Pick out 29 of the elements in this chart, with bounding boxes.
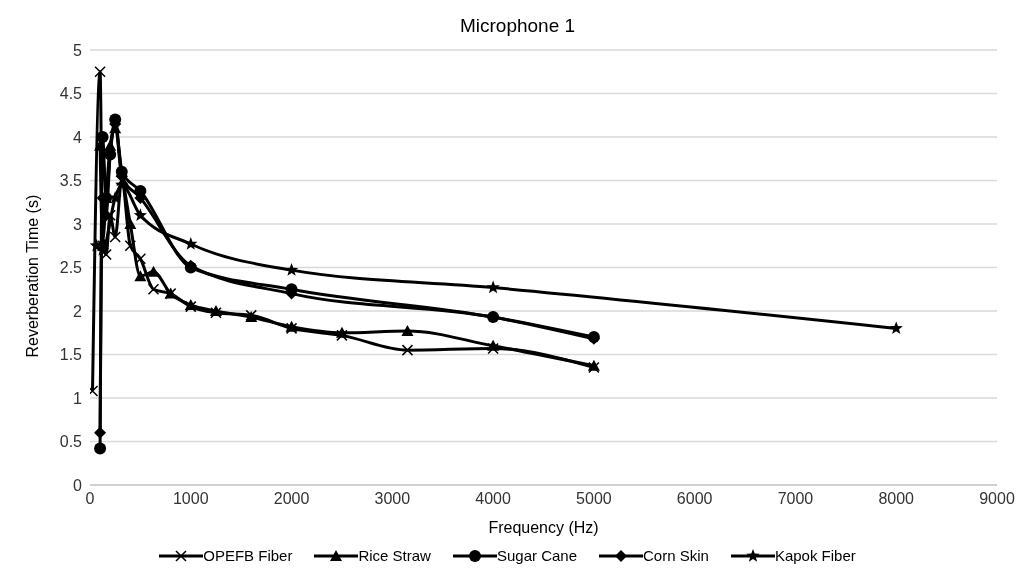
x-tick-label: 1000 xyxy=(172,490,209,508)
chart-title: Microphone 1 xyxy=(459,15,576,36)
y-tick-label: 1 xyxy=(73,389,83,407)
x-tick-label: 6000 xyxy=(676,490,713,508)
y-tick-label: 3 xyxy=(73,215,83,233)
x-tick-label: 8000 xyxy=(878,490,915,508)
y-tick-label: 3.5 xyxy=(59,172,83,190)
legend-label: Kapok Fiber xyxy=(774,547,856,564)
legend-label: OPEFB Fiber xyxy=(203,547,293,564)
y-tick-label: 5 xyxy=(73,41,83,59)
y-tick-label: 4.5 xyxy=(59,85,83,103)
legend-label: Rice Straw xyxy=(358,547,431,564)
legend-label: Sugar Cane xyxy=(496,547,578,564)
x-tick-label: 0 xyxy=(85,490,95,508)
x-tick-label: 3000 xyxy=(374,490,411,508)
y-tick-label: 2.5 xyxy=(59,259,83,277)
legend-label: Corn Skin xyxy=(643,547,709,564)
y-tick-label: 0.5 xyxy=(59,433,83,451)
x-tick-label: 9000 xyxy=(979,490,1015,508)
x-tick-label: 7000 xyxy=(777,490,814,508)
y-tick-label: 4 xyxy=(73,128,83,146)
y-tick-label: 2 xyxy=(73,302,83,320)
x-axis-title: Frequency (Hz) xyxy=(488,519,599,536)
y-tick-label: 1.5 xyxy=(59,346,83,364)
x-tick-label: 4000 xyxy=(475,490,512,508)
x-tick-label: 2000 xyxy=(273,490,310,508)
y-axis-title: Reverberation Time (s) xyxy=(23,194,41,358)
x-tick-label: 5000 xyxy=(576,490,612,508)
y-tick-label: 0 xyxy=(73,476,83,494)
